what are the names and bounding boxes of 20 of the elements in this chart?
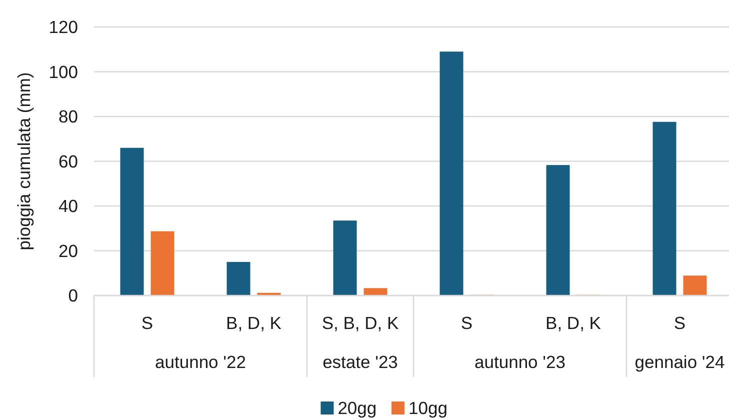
x-tick-label: B, D, K	[546, 313, 602, 334]
text: autunno '22	[155, 352, 246, 372]
x-tick-label: S	[674, 313, 686, 334]
y-tick-label: 100	[48, 62, 78, 82]
y-tick-label: 120	[48, 17, 78, 38]
x-tick-label: S	[141, 313, 154, 334]
y-tick-label: 20	[58, 240, 78, 261]
text: estate '23	[322, 352, 398, 372]
legend-label: 20gg	[338, 398, 377, 418]
text: gennaio '24	[634, 352, 725, 372]
x-tick-label: B, D, K	[226, 313, 282, 334]
y-tick-label: 0	[68, 286, 78, 306]
legend-label: 10gg	[408, 398, 448, 418]
x-tick-label: S	[460, 313, 473, 334]
y-tick-label: 80	[58, 106, 78, 127]
y-axis-title: pioggia cumulata (mm)	[14, 72, 34, 250]
y-tick-label: 60	[58, 151, 78, 172]
x-tick-label: S, B, D, K	[322, 313, 399, 334]
y-tick-label: 40	[58, 196, 78, 216]
text: autunno '23	[474, 352, 566, 372]
